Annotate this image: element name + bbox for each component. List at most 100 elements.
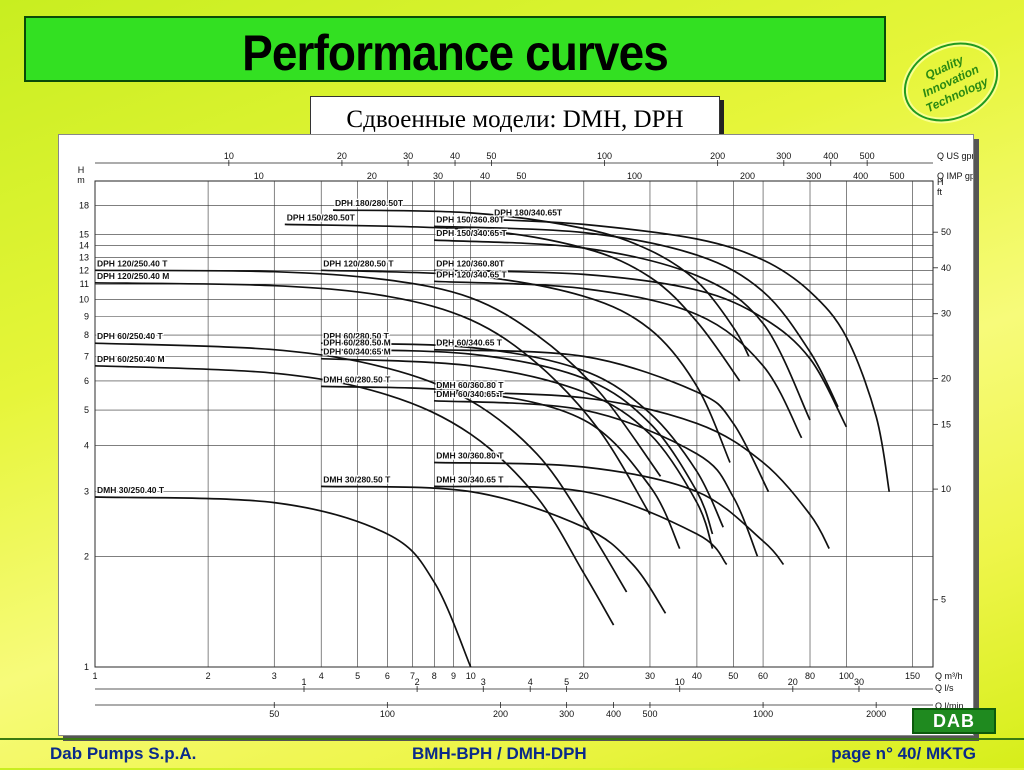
top-tick-label-usgpm: 30 (403, 151, 413, 161)
y-tick-label-m: 5 (84, 405, 89, 415)
y-tick-label-ft: 10 (941, 484, 951, 494)
y-tick-label-m: 6 (84, 376, 89, 386)
x-tick-label-m3h: 7 (410, 671, 415, 681)
curve-label: DMH 60/360.80 T (436, 380, 504, 390)
x-tick-label-m3h: 8 (432, 671, 437, 681)
top-tick-label-usgpm: 40 (450, 151, 460, 161)
y-tick-label-m: 9 (84, 311, 89, 321)
x-tick-label-m3h: 20 (579, 671, 589, 681)
y-tick-label-m: 10 (79, 294, 89, 304)
curve-label: DPH 120/250.40 T (97, 258, 168, 268)
y-tick-label-m: 15 (79, 230, 89, 240)
x-tick-label-ls: 1 (302, 677, 307, 687)
performance-curve (492, 218, 891, 492)
x-tick-label-m3h: 6 (385, 671, 390, 681)
x-tick-label-m3h: 150 (905, 671, 920, 681)
top-tick-label-impgpm: 30 (433, 171, 443, 181)
x-tick-label-m3h: 30 (645, 671, 655, 681)
footer-company: Dab Pumps S.p.A. (50, 744, 197, 763)
curve-label: DMH 30/280.50 T (323, 474, 391, 484)
top-tick-label-usgpm: 20 (337, 151, 347, 161)
x-tick-label-m3h: 5 (355, 671, 360, 681)
y-tick-label-ft: 5 (941, 595, 946, 605)
footer-product: BMH-BPH / DMH-DPH (412, 744, 587, 763)
x-tick-label-lmin: 50 (269, 709, 279, 719)
curve-label: DPH 60/340.65 T (436, 338, 502, 348)
x-tick-label-m3h: 60 (758, 671, 768, 681)
quality-badge: Quality Innovation Technology (901, 40, 1001, 124)
curve-label: DPH 120/360.80T (436, 258, 505, 268)
curve-label: DPH 150/280.50T (287, 212, 356, 222)
x-tick-label-ls: 5 (564, 677, 569, 687)
curve-label: DPH 180/280.50T (335, 198, 404, 208)
top-tick-label-impgpm: 10 (254, 171, 264, 181)
top-tick-label-usgpm: 10 (224, 151, 234, 161)
top-axis-unit-usgpm: Q US gpm (937, 151, 973, 161)
y-tick-label-ft: 15 (941, 419, 951, 429)
performance-curve (434, 239, 811, 421)
curve-label: DPH 60/250.40 M (97, 354, 165, 364)
y-tick-label-m: 2 (84, 551, 89, 561)
x-tick-label-lmin: 100 (380, 709, 395, 719)
y-tick-label-m: 8 (84, 330, 89, 340)
curve-label: DMH 30/340.65 T (436, 474, 504, 484)
y-axis-unit-ft-line2: ft (937, 187, 943, 197)
curve-label: DPH 120/280.50 T (323, 258, 394, 268)
top-tick-label-impgpm: 300 (806, 171, 821, 181)
x-tick-label-ls: 2 (415, 677, 420, 687)
top-tick-label-usgpm: 50 (486, 151, 496, 161)
y-tick-label-m: 18 (79, 201, 89, 211)
x-tick-label-m3h: 4 (319, 671, 324, 681)
curve-label: DMH 30/250.40 T (97, 485, 165, 495)
performance-curve (321, 342, 724, 528)
top-tick-label-impgpm: 400 (853, 171, 868, 181)
x-tick-label-m3h: 10 (466, 671, 476, 681)
top-tick-label-impgpm: 100 (627, 171, 642, 181)
x-axis-unit-ls: Q l/s (935, 683, 954, 693)
performance-curve (94, 342, 628, 593)
x-tick-label-m3h: 3 (272, 671, 277, 681)
x-tick-label-ls: 3 (481, 677, 486, 687)
curve-label: DPH 150/360.80T (436, 214, 505, 224)
performance-curve (434, 399, 759, 557)
y-tick-label-m: 3 (84, 487, 89, 497)
dab-logo-text: DAB (933, 711, 975, 731)
y-tick-label-ft: 50 (941, 227, 951, 237)
dab-logo: DAB (912, 708, 996, 734)
top-tick-label-impgpm: 50 (516, 171, 526, 181)
top-tick-label-impgpm: 500 (890, 171, 905, 181)
performance-curve (434, 269, 848, 428)
x-tick-label-lmin: 1000 (753, 709, 773, 719)
y-tick-label-m: 13 (79, 253, 89, 263)
x-tick-label-m3h: 40 (692, 671, 702, 681)
performance-curve (321, 485, 667, 614)
performance-chart-frame: 1 2 3 4 5 6 7 8 9 10 20 30 40 50 60 80 100 150 Q m³/h 1 2 3 4 5… (58, 134, 982, 736)
top-tick-label-usgpm: 200 (710, 151, 725, 161)
curve-label: DPH 60/340.65 M (323, 347, 391, 357)
x-tick-label-lmin: 2000 (866, 709, 886, 719)
footer-page: page n° 40/ MKTG (831, 744, 976, 763)
performance-curve (434, 391, 830, 550)
x-tick-label-lmin: 400 (606, 709, 621, 719)
performance-curve (284, 223, 741, 382)
curve-label: DPH 60/280.50 T (323, 331, 389, 341)
x-axis-unit-m3h: Q m³/h (935, 671, 963, 681)
x-tick-label-ls: 10 (675, 677, 685, 687)
x-tick-label-m3h: 1 (92, 671, 97, 681)
y-axis-unit-ft-line1: H (937, 177, 944, 187)
top-tick-label-impgpm: 40 (480, 171, 490, 181)
x-tick-label-ls: 4 (528, 677, 533, 687)
performance-curve (321, 357, 714, 549)
plot-area (94, 180, 934, 668)
x-tick-label-lmin: 200 (493, 709, 508, 719)
curve-label: DPH 60/280.50 M (323, 338, 391, 348)
y-tick-label-m: 14 (79, 241, 89, 251)
performance-curve (321, 269, 731, 463)
y-tick-label-ft: 20 (941, 373, 951, 383)
x-tick-label-ls: 30 (854, 677, 864, 687)
performance-curve (434, 348, 770, 492)
performance-curve (434, 280, 803, 439)
performance-curve (94, 269, 662, 477)
curve-label: DPH 120/250.40 M (97, 271, 169, 281)
x-tick-label-ls: 20 (788, 677, 798, 687)
